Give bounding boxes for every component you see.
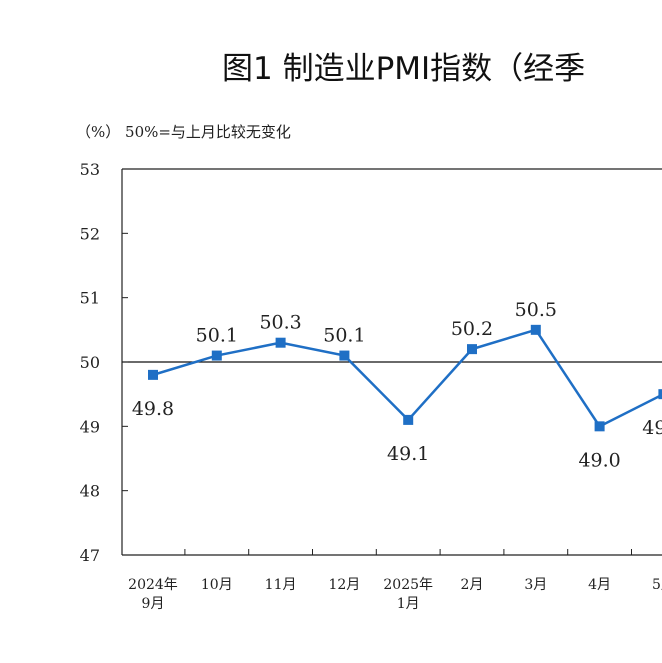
x-tick-label: 12月 <box>328 577 360 593</box>
data-label: 49.5 <box>642 417 662 439</box>
x-tick-label: 4月 <box>588 577 611 593</box>
x-tick-label: 3月 <box>524 577 547 593</box>
x-tick-label: 2月 <box>461 577 484 593</box>
x-tick-label: 2024年 <box>128 577 178 593</box>
chart-unit-note: （%） 50%=与上月比较无变化 <box>76 123 291 141</box>
x-tick-label: 1月 <box>397 596 420 612</box>
x-tick-label: 10月 <box>201 577 233 593</box>
y-tick-label: 48 <box>80 482 100 501</box>
data-point <box>148 369 158 380</box>
y-tick-label: 51 <box>80 289 100 308</box>
data-label: 50.2 <box>451 318 493 340</box>
data-point <box>658 389 662 400</box>
plot-area: 49.8 50.1 50.3 50.1 49.1 50.2 50.5 49.0 49.5 <box>132 299 662 471</box>
data-label: 50.5 <box>515 299 557 321</box>
x-tick-label: 11月 <box>265 577 297 593</box>
y-tick-label: 53 <box>80 160 100 179</box>
data-point <box>467 344 477 355</box>
chart-title: 图1 制造业PMI指数（经季 <box>222 51 585 87</box>
data-point <box>275 337 286 348</box>
data-label: 49.0 <box>578 449 620 471</box>
x-tick-label: 9月 <box>142 596 165 612</box>
data-point <box>530 324 541 335</box>
data-label: 50.1 <box>323 325 365 347</box>
y-axis-ticks: 47 48 49 50 51 52 53 <box>80 160 128 565</box>
data-label: 50.3 <box>259 312 301 334</box>
data-label: 50.1 <box>196 325 238 347</box>
data-label: 49.1 <box>387 443 429 465</box>
data-label: 49.8 <box>132 398 174 420</box>
data-point <box>211 350 222 361</box>
x-tick-label: 2025年 <box>383 577 433 593</box>
data-point <box>594 421 605 432</box>
data-point <box>403 414 414 425</box>
y-tick-label: 47 <box>80 546 100 565</box>
y-tick-label: 52 <box>80 224 100 243</box>
x-axis-ticks: 2024年 9月 10月 11月 12月 2025年 1月 2月 3月 4月 5月 <box>128 549 662 612</box>
data-point <box>339 350 350 361</box>
y-tick-label: 50 <box>80 353 100 372</box>
y-tick-label: 49 <box>80 417 100 436</box>
chart-axes <box>121 168 662 556</box>
x-tick-label: 5月 <box>652 577 662 593</box>
